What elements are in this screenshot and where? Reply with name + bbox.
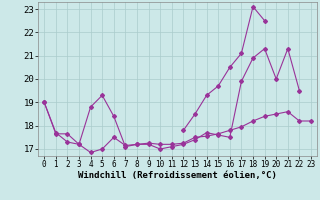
X-axis label: Windchill (Refroidissement éolien,°C): Windchill (Refroidissement éolien,°C) bbox=[78, 171, 277, 180]
